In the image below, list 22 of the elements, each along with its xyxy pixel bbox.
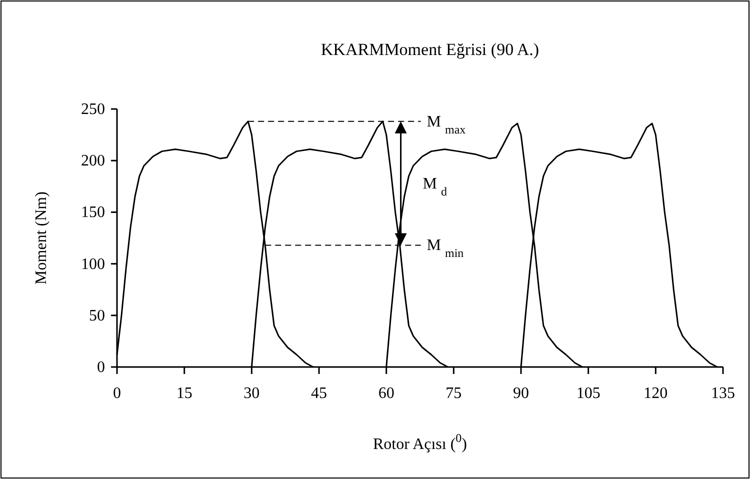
chart-title: KKARMMoment Eğrisi (90 A.)	[320, 40, 540, 59]
x-tick-label: 105	[576, 385, 600, 402]
y-tick-label: 50	[89, 307, 105, 324]
x-tick-label: 60	[378, 385, 394, 402]
x-tick-label: 0	[113, 385, 121, 402]
x-tick-label: 90	[513, 385, 529, 402]
y-tick-label: 150	[81, 204, 105, 222]
x-axis-title: Rotor Açısı ($^{0}$)	[373, 431, 467, 453]
x-tick-label: 30	[244, 385, 260, 402]
x-tick-label: 120	[644, 385, 668, 402]
y-tick-label: 200	[81, 152, 105, 170]
y-axis-title: Moment (Nm)	[33, 192, 50, 284]
y-tick-label: 0	[97, 359, 105, 376]
x-tick-label: 15	[176, 385, 192, 402]
ref-line-label: M $_{max}$	[426, 113, 466, 136]
x-tick-label: 75	[446, 385, 462, 402]
ref-line-label: M $_{min}$	[426, 237, 464, 260]
y-tick-label: 250	[81, 101, 105, 118]
x-tick-label: 45	[311, 385, 327, 402]
annotation: M $_{d}$	[422, 175, 448, 198]
x-tick-label: 135	[711, 385, 735, 402]
y-tick-label: 100	[81, 256, 105, 273]
